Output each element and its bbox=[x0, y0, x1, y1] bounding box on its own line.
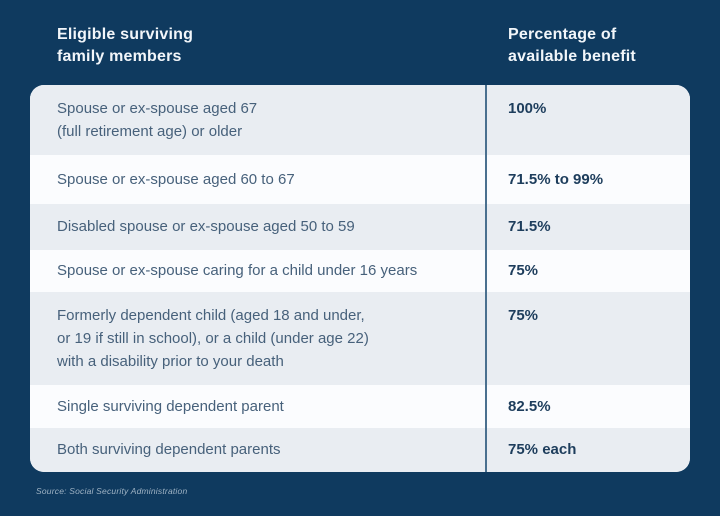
benefit-cell: 75% bbox=[508, 262, 539, 279]
table-row: Spouse or ex-spouse caring for a child u… bbox=[30, 250, 690, 292]
table-row: Spouse or ex-spouse aged 60 to 67 71.5% … bbox=[30, 155, 690, 204]
family-member-cell: Spouse or ex-spouse caring for a child u… bbox=[57, 262, 418, 279]
table-row: Single surviving dependent parent 82.5% bbox=[30, 385, 690, 428]
family-member-cell: Disabled spouse or ex-spouse aged 50 to … bbox=[57, 218, 355, 235]
header-family-members: Eligible surviving family members bbox=[57, 26, 194, 65]
header-percentage-benefit: Percentage of available benefit bbox=[508, 26, 636, 65]
family-member-cell: Spouse or ex-spouse aged 67 (full retire… bbox=[57, 100, 258, 140]
family-member-cell: Both surviving dependent parents bbox=[57, 441, 281, 458]
benefit-cell: 71.5% bbox=[508, 218, 551, 235]
benefit-cell: 71.5% to 99% bbox=[508, 171, 604, 188]
benefit-cell: 75% bbox=[508, 307, 539, 324]
table-row: Both surviving dependent parents 75% eac… bbox=[30, 428, 690, 472]
family-member-cell: Formerly dependent child (aged 18 and un… bbox=[57, 307, 369, 370]
table-header: Eligible surviving family members Percen… bbox=[57, 24, 690, 68]
table-row: Spouse or ex-spouse aged 67 (full retire… bbox=[30, 85, 690, 155]
family-member-cell: Single surviving dependent parent bbox=[57, 398, 284, 415]
table-row: Disabled spouse or ex-spouse aged 50 to … bbox=[30, 204, 690, 250]
family-member-cell: Spouse or ex-spouse aged 60 to 67 bbox=[57, 171, 295, 188]
benefit-cell: 75% each bbox=[508, 441, 577, 458]
benefit-cell: 82.5% bbox=[508, 398, 551, 415]
benefits-table: Spouse or ex-spouse aged 67 (full retire… bbox=[30, 85, 690, 472]
column-divider bbox=[485, 85, 487, 472]
benefit-cell: 100% bbox=[508, 100, 547, 117]
table-row: Formerly dependent child (aged 18 and un… bbox=[30, 292, 690, 385]
source-note: Source: Social Security Administration bbox=[36, 486, 188, 496]
